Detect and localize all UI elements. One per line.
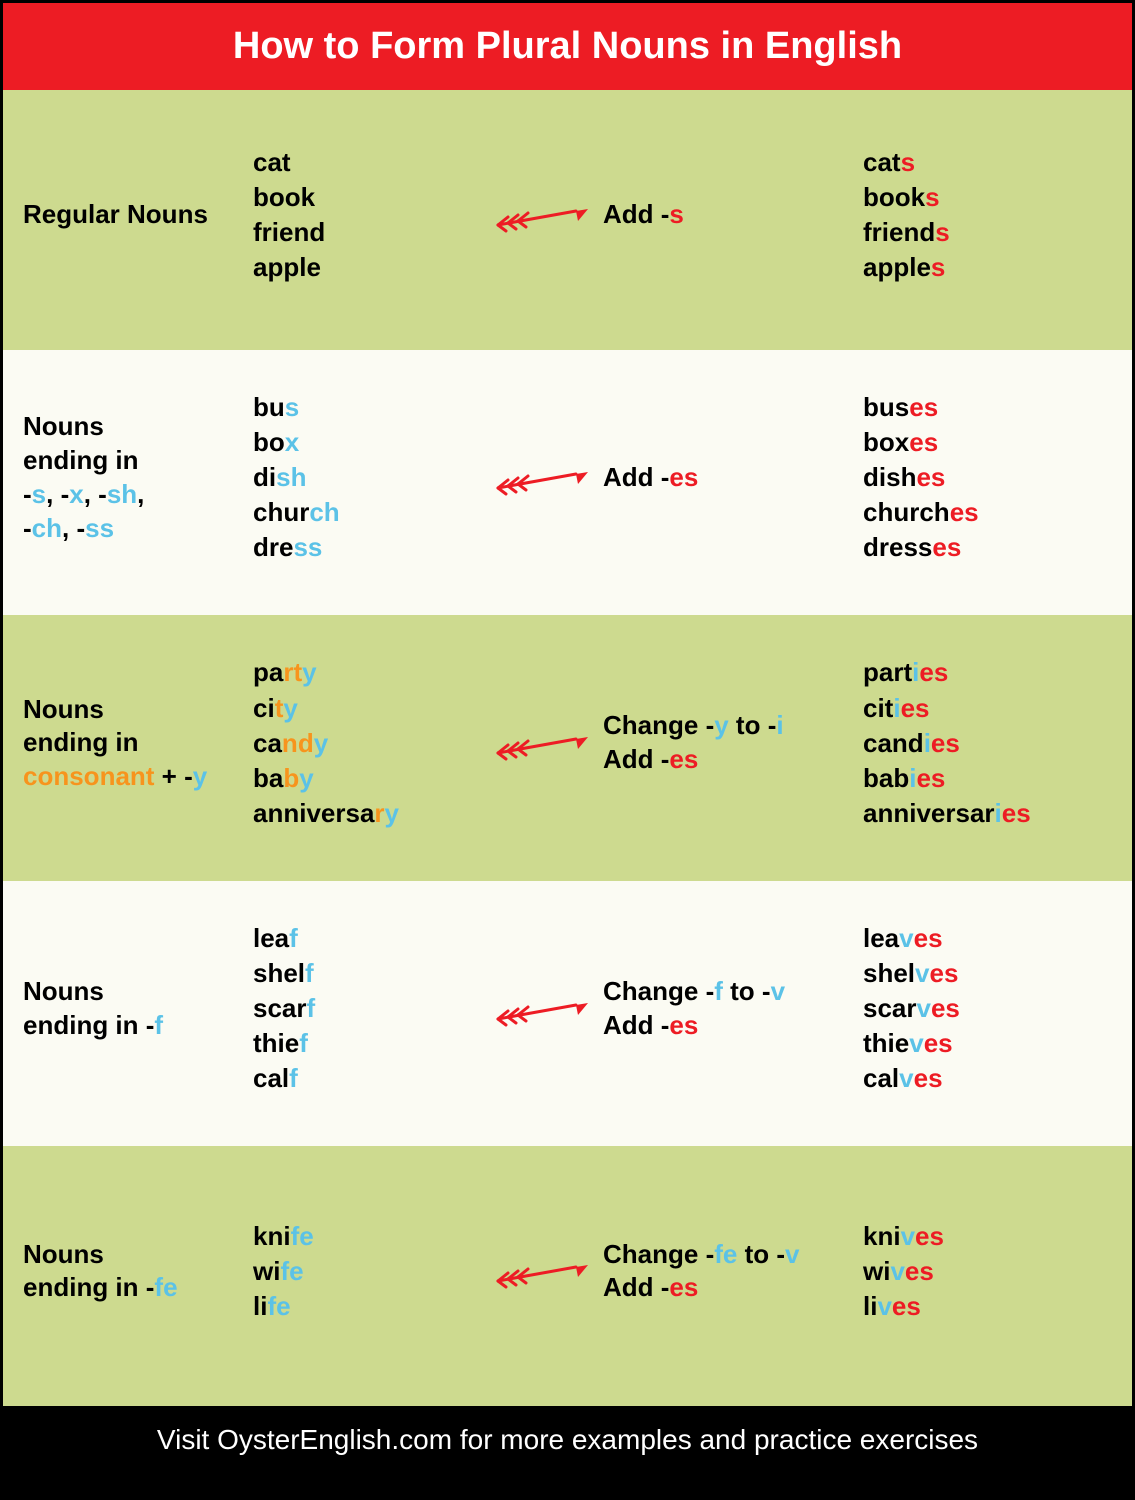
rule-row: Nounsending in -f leafshelfscarfthiefcal… bbox=[3, 881, 1132, 1146]
arrow-cell bbox=[483, 458, 603, 498]
arrow-icon bbox=[488, 1251, 598, 1291]
result-words: partiescitiescandiesbabiesanniversaries bbox=[863, 655, 1112, 830]
example-words: busboxdishchurchdress bbox=[253, 390, 483, 565]
arrow-cell bbox=[483, 989, 603, 1029]
footer-text: Visit OysterEnglish.com for more example… bbox=[3, 1406, 1132, 1478]
category-label: Nounsending in -f bbox=[23, 975, 253, 1043]
result-words: busesboxesdisheschurchesdresses bbox=[863, 390, 1112, 565]
example-words: partycitycandybabyanniversary bbox=[253, 655, 483, 830]
arrow-cell bbox=[483, 1251, 603, 1291]
rule-text: Change -fe to -vAdd -es bbox=[603, 1238, 863, 1306]
example-words: knifewifelife bbox=[253, 1219, 483, 1324]
rule-text: Change -y to -iAdd -es bbox=[603, 709, 863, 777]
infographic: How to Form Plural Nouns in English Regu… bbox=[0, 0, 1135, 1481]
rules-table: Regular Nouns catbookfriendapple Add -s … bbox=[3, 90, 1132, 1406]
arrow-cell bbox=[483, 723, 603, 763]
result-words: catsbooksfriendsapples bbox=[863, 145, 1112, 285]
rule-row: Regular Nouns catbookfriendapple Add -s … bbox=[3, 90, 1132, 350]
rule-row: Nounsending in -fe knifewifelife Change … bbox=[3, 1146, 1132, 1406]
result-words: leavesshelvesscarvesthievescalves bbox=[863, 921, 1112, 1096]
arrow-cell bbox=[483, 195, 603, 235]
arrow-icon bbox=[488, 989, 598, 1029]
arrow-icon bbox=[488, 195, 598, 235]
rule-row: Nounsending in-s, -x, -sh,-ch, -ss busbo… bbox=[3, 350, 1132, 615]
page-title: How to Form Plural Nouns in English bbox=[3, 3, 1132, 90]
example-words: catbookfriendapple bbox=[253, 145, 483, 285]
result-words: kniveswiveslives bbox=[863, 1219, 1112, 1324]
example-words: leafshelfscarfthiefcalf bbox=[253, 921, 483, 1096]
arrow-icon bbox=[488, 723, 598, 763]
rule-text: Add -s bbox=[603, 198, 863, 232]
rule-text: Change -f to -vAdd -es bbox=[603, 975, 863, 1043]
category-label: Nounsending inconsonant + -y bbox=[23, 693, 253, 794]
rule-row: Nounsending inconsonant + -y partycityca… bbox=[3, 615, 1132, 880]
category-label: Nounsending in-s, -x, -sh,-ch, -ss bbox=[23, 410, 253, 545]
category-label: Regular Nouns bbox=[23, 198, 253, 232]
rule-text: Add -es bbox=[603, 461, 863, 495]
category-label: Nounsending in -fe bbox=[23, 1238, 253, 1306]
arrow-icon bbox=[488, 458, 598, 498]
